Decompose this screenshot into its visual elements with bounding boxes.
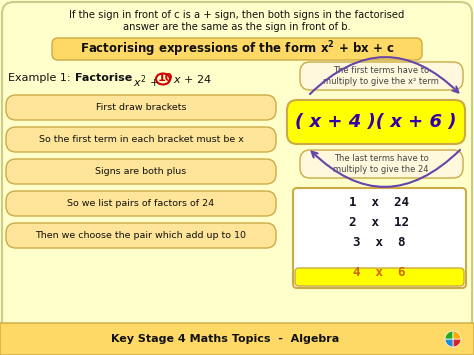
- Text: So the first term in each bracket must be x: So the first term in each bracket must b…: [38, 135, 244, 144]
- Text: 3  x  8: 3 x 8: [353, 235, 405, 248]
- Text: $x$ + 24: $x$ + 24: [173, 73, 212, 85]
- FancyBboxPatch shape: [6, 95, 276, 120]
- Text: The last terms have to
multiply to give the 24: The last terms have to multiply to give …: [333, 154, 429, 174]
- FancyBboxPatch shape: [293, 188, 466, 288]
- FancyBboxPatch shape: [6, 191, 276, 216]
- FancyBboxPatch shape: [0, 323, 474, 355]
- Text: ( x + 4 )( x + 6 ): ( x + 4 )( x + 6 ): [295, 113, 457, 131]
- FancyBboxPatch shape: [6, 223, 276, 248]
- Wedge shape: [445, 331, 453, 339]
- Text: 2  x  12: 2 x 12: [349, 215, 409, 229]
- Wedge shape: [453, 339, 461, 347]
- Text: 4  x  6: 4 x 6: [353, 266, 405, 279]
- FancyBboxPatch shape: [300, 150, 463, 178]
- Text: So we list pairs of factors of 24: So we list pairs of factors of 24: [67, 199, 215, 208]
- Text: The first terms have to
multiply to give the x² term: The first terms have to multiply to give…: [323, 66, 439, 86]
- Text: First draw brackets: First draw brackets: [96, 103, 186, 112]
- FancyBboxPatch shape: [52, 38, 422, 60]
- Wedge shape: [453, 331, 461, 339]
- Text: Factorise: Factorise: [75, 73, 132, 83]
- Wedge shape: [445, 339, 453, 347]
- Text: Factorising expressions of the form $\mathbf{x^2}$ + b$\mathbf{x}$ + c: Factorising expressions of the form $\ma…: [80, 39, 394, 59]
- FancyBboxPatch shape: [300, 62, 463, 90]
- Text: Example 1:: Example 1:: [8, 73, 78, 83]
- Text: $x^2$ +: $x^2$ +: [133, 73, 161, 89]
- FancyBboxPatch shape: [6, 127, 276, 152]
- Text: Then we choose the pair which add up to 10: Then we choose the pair which add up to …: [36, 231, 246, 240]
- FancyArrowPatch shape: [310, 57, 458, 94]
- Text: 1  x  24: 1 x 24: [349, 196, 409, 208]
- FancyArrowPatch shape: [311, 150, 460, 187]
- Text: Signs are both plus: Signs are both plus: [95, 167, 187, 176]
- FancyBboxPatch shape: [287, 100, 465, 144]
- Text: answer are the same as the sign in front of b.: answer are the same as the sign in front…: [123, 22, 351, 32]
- Text: 10: 10: [158, 73, 173, 83]
- FancyBboxPatch shape: [6, 159, 276, 184]
- Text: If the sign in front of c is a + sign, then both signs in the factorised: If the sign in front of c is a + sign, t…: [69, 10, 405, 20]
- FancyBboxPatch shape: [295, 268, 464, 286]
- Text: Key Stage 4 Maths Topics  -  Algebra: Key Stage 4 Maths Topics - Algebra: [111, 334, 339, 344]
